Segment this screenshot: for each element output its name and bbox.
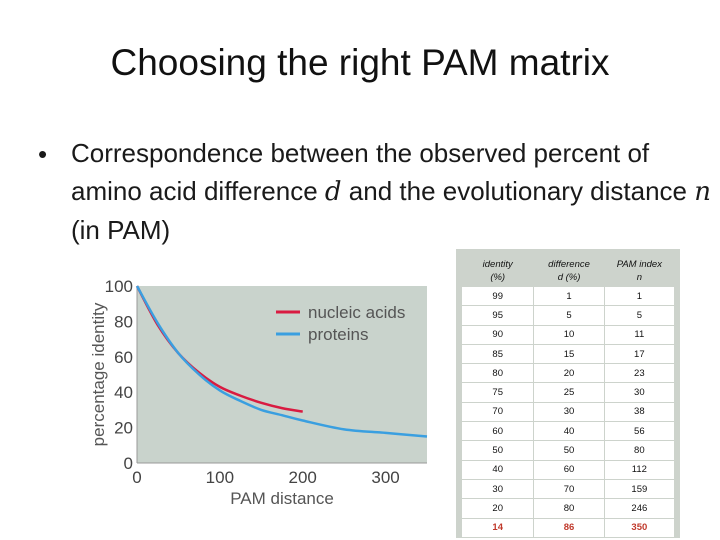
variable-d: d [324,177,342,207]
table-cell: 10 [533,324,605,345]
table-cell: 56 [603,421,676,442]
identity-vs-pam-chart: 0 20 40 60 80 100 0 100 200 300 nucleic acids pro… [89,277,428,508]
axes [136,286,427,464]
table-header-line: PAM index [616,258,662,270]
bullet-text: Correspondence between the observed perc… [71,134,711,249]
table-cell: 23 [603,363,676,384]
table-row: 30 70 159 [460,478,676,500]
table-header-line: (%) [490,271,506,283]
table-cell: 38 [603,401,676,423]
x-tick-label: 300 [371,468,399,487]
table-cell: 30 [533,401,605,423]
table-cell: 112 [603,459,676,480]
table-cell: 25 [533,382,605,403]
table-row: 40 60 112 [460,459,676,480]
y-tick-label: 100 [105,277,133,296]
y-tick-label: 40 [114,383,133,402]
y-tick-label: 20 [114,419,133,438]
table-cell: 80 [460,363,535,384]
table-cell: 11 [603,324,676,345]
table-header-cell: difference d (%) [533,254,605,287]
table-row: 95 5 5 [460,305,676,326]
y-tick-label: 0 [124,454,133,473]
series-lines [135,285,428,438]
pam-table-container: identity (%) difference d (%) PAM index n 99 1… [456,249,680,538]
table-cell: 80 [603,440,676,461]
table-row: 80 20 23 [460,363,676,384]
table-cell: 14 [460,517,535,538]
table-row: 99 1 1 [460,285,676,307]
table-row: 20 80 246 [460,498,676,519]
bullet-text-part-1: Correspondence between the observed perc… [71,138,650,206]
x-tick-label: 0 [132,468,141,487]
bullet-text-part-2: and the evolutionary distance [341,176,695,206]
table-cell: 70 [533,478,605,500]
table-row: 75 25 30 [460,382,676,403]
table-header-cell: PAM index n [603,254,676,287]
table-cell: 5 [603,305,676,326]
x-tick-label: 200 [289,468,317,487]
y-axis-label: percentage identity [89,302,108,446]
table-row: 70 30 38 [460,401,676,423]
legend-label: nucleic acids [308,303,405,322]
x-tick-labels: 0 100 200 300 [132,468,399,487]
bullet-text-part-3: (in PAM) [71,215,171,245]
table-cell: 5 [533,305,605,326]
legend-label: proteins [308,325,368,344]
bullet-dot: • [38,139,48,169]
table-header-line: difference [548,258,590,270]
table-cell: 1 [603,285,676,307]
table-header-row: identity (%) difference d (%) PAM index n [460,254,676,287]
y-tick-labels: 0 20 40 60 80 100 [105,277,133,473]
table-header-line: identity [482,258,513,270]
variable-n: n [694,177,711,207]
table-cell: 30 [603,382,676,403]
table-cell: 60 [460,421,535,442]
table-cell: 99 [460,285,535,307]
table-cell: 86 [533,517,605,538]
slide-title: Choosing the right PAM matrix [110,42,610,83]
table-cell: 40 [460,459,535,480]
y-tick-label: 80 [114,312,133,331]
table-cell: 1 [533,285,605,307]
table-cell: 246 [603,498,676,519]
table-body: 99 1 1 95 5 5 90 10 11 85 15 17 80 20 23 75 25 30 70 30 38 60… [460,285,676,538]
legend: nucleic acids proteins [276,303,405,344]
table-row: 90 10 11 [460,324,676,345]
table-cell: 70 [460,401,535,423]
table-cell: 15 [533,343,605,365]
table-cell: 17 [603,343,676,365]
table-cell: 50 [460,440,535,461]
table-row: 85 15 17 [460,343,676,365]
table-cell: 20 [533,363,605,384]
table-header-line: n [636,271,642,283]
table-row: 60 40 56 [460,421,676,442]
table-cell: 350 [603,517,676,538]
table-cell: 50 [533,440,605,461]
x-tick-label: 100 [206,468,234,487]
series-line-proteins [135,285,428,438]
table-cell: 60 [533,459,605,480]
table-row: 14 86 350 [460,517,676,538]
pam-table: identity (%) difference d (%) PAM index n 99 1… [460,254,676,538]
table-header-cell: identity (%) [460,254,535,287]
table-cell: 80 [533,498,605,519]
x-axis-label: PAM distance [230,489,334,508]
table-cell: 20 [460,498,535,519]
table-cell: 159 [603,478,676,500]
table-cell: 90 [460,324,535,345]
y-tick-label: 60 [114,348,133,367]
table-row: 50 50 80 [460,440,676,461]
table-cell: 95 [460,305,535,326]
table-cell: 85 [460,343,535,365]
table-cell: 40 [533,421,605,442]
table-cell: 75 [460,382,535,403]
table-header-line: d (%) [557,271,581,283]
table-cell: 30 [460,478,535,500]
